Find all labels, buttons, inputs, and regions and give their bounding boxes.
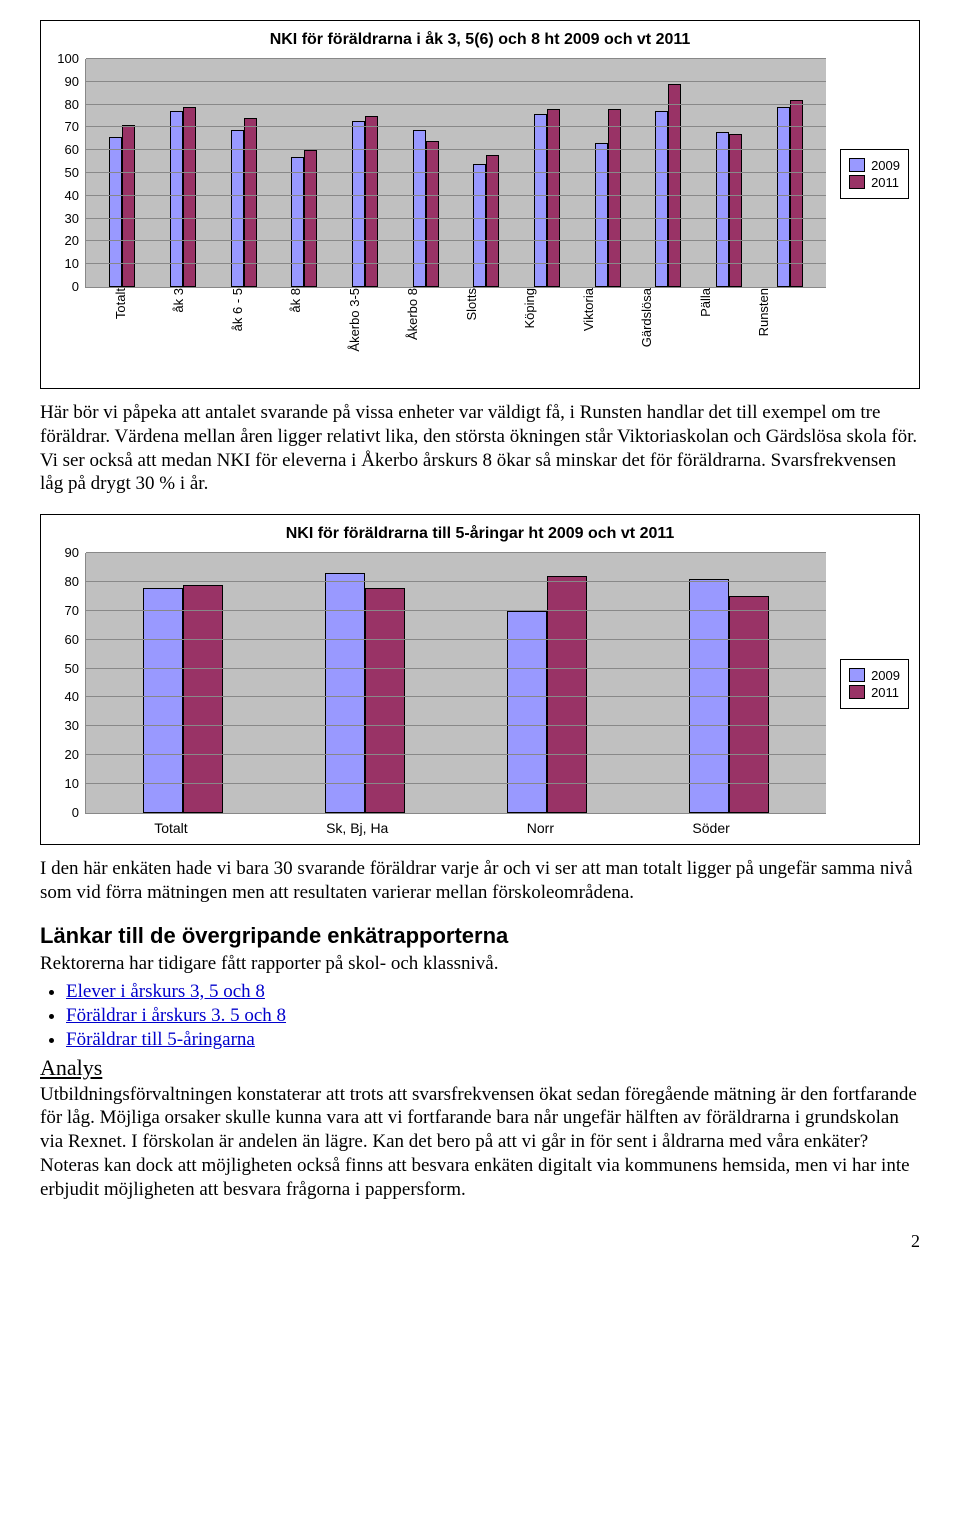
legend-row-2011: 2011 bbox=[849, 685, 900, 700]
chart1-legend: 2009 2011 bbox=[840, 149, 909, 199]
legend-swatch-2009 bbox=[849, 158, 865, 172]
bar bbox=[183, 585, 223, 813]
chart2-y-axis: 9080706050403020100 bbox=[51, 553, 85, 813]
paragraph-1: Här bör vi påpeka att antalet svarande p… bbox=[40, 401, 920, 496]
x-label: Gärdslösa bbox=[639, 288, 654, 347]
chart1-plot bbox=[85, 59, 826, 288]
bar bbox=[595, 143, 608, 287]
legend-label-2009: 2009 bbox=[871, 668, 900, 683]
x-label: Pälla bbox=[698, 288, 713, 317]
x-label: Totalt bbox=[154, 820, 187, 836]
paragraph-3: Utbildningsförvaltningen konstaterar att… bbox=[40, 1083, 920, 1202]
x-label: Slotts bbox=[464, 288, 479, 321]
section-subline: Rektorerna har tidigare fått rapporter p… bbox=[40, 953, 920, 975]
link-foraldrar-358[interactable]: Föräldrar i årskurs 3. 5 och 8 bbox=[66, 1005, 286, 1026]
chart2-title: NKI för föräldrarna till 5-åringar ht 20… bbox=[51, 525, 909, 543]
legend-row-2011: 2011 bbox=[849, 175, 900, 190]
bar bbox=[365, 116, 378, 287]
bar-group bbox=[170, 107, 196, 287]
bar bbox=[790, 100, 803, 287]
chart2-box: NKI för föräldrarna till 5-åringar ht 20… bbox=[40, 514, 920, 845]
list-item: Föräldrar i årskurs 3. 5 och 8 bbox=[66, 1005, 920, 1027]
x-label: Totalt bbox=[113, 288, 128, 319]
bar bbox=[244, 118, 257, 287]
bar bbox=[547, 576, 587, 813]
bar bbox=[668, 84, 681, 287]
legend-row-2009: 2009 bbox=[849, 158, 900, 173]
bar-group bbox=[655, 84, 681, 287]
x-label: Viktoria bbox=[581, 288, 596, 331]
bar bbox=[486, 155, 499, 287]
x-label: Runsten bbox=[756, 288, 771, 336]
page-number: 2 bbox=[40, 1231, 920, 1252]
bar bbox=[365, 588, 405, 813]
bar bbox=[291, 157, 304, 287]
bar-group bbox=[352, 116, 378, 287]
bar-group bbox=[231, 118, 257, 287]
legend-row-2009: 2009 bbox=[849, 668, 900, 683]
bar bbox=[352, 121, 365, 287]
chart1-box: NKI för föräldrarna i åk 3, 5(6) och 8 h… bbox=[40, 20, 920, 389]
chart1-x-axis: Totalt åk 3 åk 6 - 5 åk 8 Åkerbo 3-5 Åkerbo 8… bbox=[85, 288, 799, 380]
chart1-y-axis: 1009080706050403020100 bbox=[51, 59, 85, 287]
bar-group bbox=[777, 100, 803, 287]
chart1-title: NKI för föräldrarna i åk 3, 5(6) och 8 h… bbox=[51, 31, 909, 49]
link-elever[interactable]: Elever i årskurs 3, 5 och 8 bbox=[66, 981, 265, 1002]
chart2-x-axis: Totalt Sk, Bj, Ha Norr Söder bbox=[85, 814, 799, 836]
bar bbox=[183, 107, 196, 287]
bar bbox=[777, 107, 790, 287]
x-label: Sk, Bj, Ha bbox=[326, 820, 388, 836]
list-item: Elever i årskurs 3, 5 och 8 bbox=[66, 981, 920, 1003]
chart2-legend: 2009 2011 bbox=[840, 659, 909, 709]
legend-label-2009: 2009 bbox=[871, 158, 900, 173]
chart2-plot bbox=[85, 553, 826, 814]
bar bbox=[143, 588, 183, 813]
bar bbox=[547, 109, 560, 287]
legend-swatch-2009 bbox=[849, 668, 865, 682]
x-label: åk 3 bbox=[171, 288, 186, 313]
bar-group bbox=[507, 576, 587, 813]
section-heading: Länkar till de övergripande enkätrapport… bbox=[40, 923, 920, 949]
bar bbox=[109, 137, 122, 287]
bar bbox=[170, 111, 183, 287]
legend-label-2011: 2011 bbox=[871, 685, 899, 700]
chart2-body: 9080706050403020100 2009 2011 bbox=[51, 553, 909, 814]
x-label: Söder bbox=[692, 820, 729, 836]
links-list: Elever i årskurs 3, 5 och 8 Föräldrar i … bbox=[66, 981, 920, 1051]
x-label: Norr bbox=[527, 820, 554, 836]
paragraph-2: I den här enkäten hade vi bara 30 svaran… bbox=[40, 857, 920, 905]
legend-swatch-2011 bbox=[849, 175, 865, 189]
chart1-body: 1009080706050403020100 2009 2011 bbox=[51, 59, 909, 288]
chart2-bars bbox=[86, 553, 826, 813]
bar bbox=[426, 141, 439, 287]
chart2-plot-wrap: 9080706050403020100 bbox=[51, 553, 826, 814]
bar-group bbox=[143, 585, 223, 813]
x-label: Köping bbox=[522, 288, 537, 328]
bar bbox=[534, 114, 547, 287]
x-label: Åkerbo 8 bbox=[405, 288, 420, 340]
list-item: Föräldrar till 5-åringarna bbox=[66, 1029, 920, 1051]
analys-heading: Analys bbox=[40, 1055, 920, 1081]
legend-swatch-2011 bbox=[849, 685, 865, 699]
x-label: åk 8 bbox=[288, 288, 303, 313]
legend-label-2011: 2011 bbox=[871, 175, 899, 190]
link-foraldrar-5[interactable]: Föräldrar till 5-åringarna bbox=[66, 1029, 255, 1050]
bar bbox=[655, 111, 668, 287]
bar-group bbox=[534, 109, 560, 287]
bar bbox=[473, 164, 486, 287]
chart1-bars bbox=[86, 59, 826, 287]
bar bbox=[729, 596, 769, 813]
x-label: åk 6 - 5 bbox=[230, 288, 245, 331]
bar-group bbox=[473, 155, 499, 287]
bar-group bbox=[595, 109, 621, 287]
x-label: Åkerbo 3-5 bbox=[347, 288, 362, 352]
chart1-plot-wrap: 1009080706050403020100 bbox=[51, 59, 826, 288]
bar bbox=[608, 109, 621, 287]
